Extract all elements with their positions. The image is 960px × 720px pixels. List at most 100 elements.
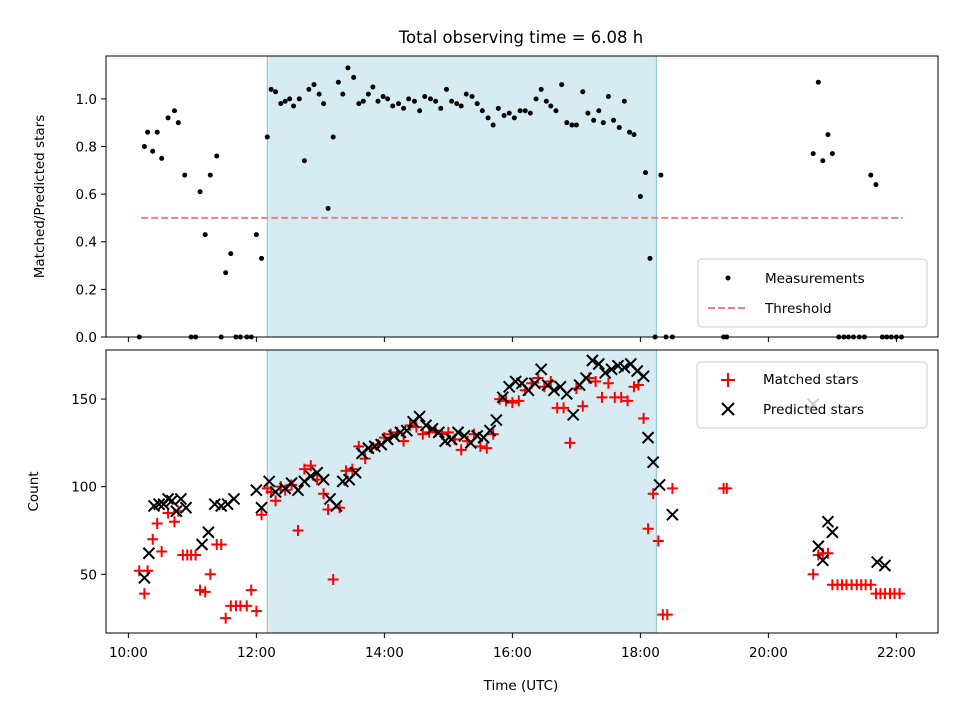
measurement-point — [631, 132, 637, 138]
measurement-point — [548, 103, 554, 109]
measurement-point — [553, 108, 559, 114]
measurement-point — [485, 115, 491, 121]
matched-star-point — [894, 588, 906, 600]
measurement-point — [527, 110, 533, 116]
predicted-star-point — [227, 492, 241, 506]
predicted-legend-label: Predicted stars — [763, 402, 864, 418]
matched-star-point — [194, 584, 206, 596]
measurement-point — [591, 117, 597, 123]
measurement-point — [517, 108, 523, 114]
ratio-panel: 0.0 0.2 0.4 0.6 0.8 1.0 Matched/Predicted sta… — [32, 55, 939, 346]
measurement-point — [390, 103, 396, 109]
predicted-star-point — [816, 554, 830, 567]
measurement-point — [533, 96, 539, 102]
ratio-axes-frame — [105, 55, 939, 338]
count-legend: Matched stars Predicted stars — [696, 361, 928, 429]
measurement-point — [325, 205, 331, 211]
measurement-point — [360, 98, 366, 104]
measurement-point — [278, 101, 284, 107]
measurement-point — [522, 108, 528, 114]
matched-star-point — [215, 539, 227, 551]
matched-star-point — [865, 579, 877, 591]
matched-star-point — [822, 547, 834, 559]
measurement-point — [154, 129, 160, 135]
measurement-point — [474, 101, 480, 107]
matched-star-point — [204, 568, 216, 580]
threshold-legend-label: Threshold — [764, 301, 832, 317]
measurement-point — [454, 101, 460, 107]
matched-star-point — [156, 546, 168, 558]
measurement-point — [145, 129, 151, 135]
predicted-star-point — [653, 478, 666, 492]
predicted-star-point — [641, 431, 655, 444]
predicted-star-point — [812, 540, 825, 553]
measurement-point — [296, 96, 302, 102]
measurement-point — [569, 122, 575, 128]
count-legend-box — [696, 361, 928, 429]
measurement-point — [495, 105, 501, 111]
matched-star-point — [590, 376, 602, 388]
ratio-y-tick-label: 0.0 — [76, 330, 97, 346]
ratio-legend-box — [697, 258, 928, 328]
measurement-point — [197, 189, 203, 195]
measurement-point — [165, 115, 171, 121]
matched-star-point — [652, 535, 664, 547]
predicted-star-point — [646, 455, 660, 469]
measurement-point — [380, 93, 386, 99]
measurement-point — [449, 98, 455, 104]
measurement-point — [330, 134, 336, 140]
count-y-axis-label: Count — [26, 471, 42, 511]
matched-star-point — [564, 437, 576, 449]
matched-star-point — [138, 588, 150, 600]
ratio-y-tick-label: 0.2 — [76, 282, 97, 298]
ratio-x-axis — [127, 337, 897, 342]
matched-star-point — [256, 509, 268, 521]
chart-title: Total observing time = 6.08 h — [398, 28, 643, 47]
x-tick-label: 14:00 — [365, 645, 404, 661]
measurement-point — [223, 270, 229, 276]
measurement-point — [829, 151, 835, 157]
matched-star-point — [270, 495, 282, 507]
matched-star-point — [305, 460, 317, 472]
matched-star-point — [642, 523, 654, 535]
predicted-star-point — [598, 366, 612, 379]
predicted-star-point — [349, 466, 362, 479]
measurement-point — [291, 103, 297, 109]
predicted-star-point — [262, 475, 276, 488]
measurement-point — [316, 91, 322, 97]
measurement-point — [820, 158, 826, 164]
x-tick-label: 18:00 — [621, 645, 660, 661]
x-tick-label: 10:00 — [109, 645, 148, 661]
ratio-y-tick-label: 0.6 — [76, 187, 97, 203]
measurement-point — [356, 101, 362, 107]
matched-star-point — [151, 517, 163, 529]
measurement-point — [401, 105, 407, 111]
predicted-star-point — [202, 526, 215, 539]
measurement-point — [658, 172, 664, 178]
matched-star-point — [474, 440, 486, 452]
measurement-point — [253, 232, 259, 238]
measurement-point — [611, 117, 617, 123]
measurement-point — [585, 110, 591, 116]
predicted-star-point — [161, 492, 175, 506]
predicted-star-point — [330, 499, 343, 513]
count-panel: 50 100 150 10:00 12:00 14:00 16:00 18:00 20:00 2… — [26, 349, 939, 694]
predicted-star-point — [291, 483, 305, 497]
measurement-point — [202, 232, 208, 238]
observing-window-shade-bottom — [266, 349, 657, 634]
predicted-star-point — [174, 492, 188, 506]
predicted-star-point — [605, 363, 618, 376]
measurement-point — [385, 96, 391, 102]
matched-star-point — [220, 612, 232, 624]
ratio-marks — [136, 65, 905, 340]
measurement-point — [141, 143, 147, 149]
predicted-star-point — [419, 419, 433, 432]
measurements-legend-marker — [725, 275, 731, 281]
measurement-point — [463, 91, 469, 97]
measurement-point — [259, 255, 265, 261]
predicted-star-point — [400, 424, 414, 437]
measurement-point — [825, 132, 831, 138]
matched-star-point — [398, 435, 410, 447]
predicted-star-point — [138, 571, 151, 585]
